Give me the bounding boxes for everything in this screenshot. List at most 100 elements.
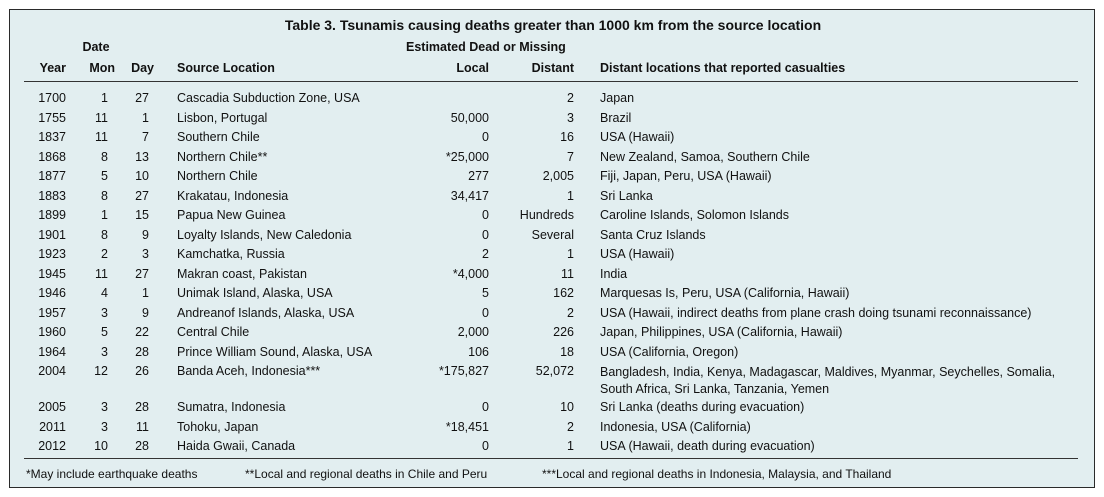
footnote-1: *May include earthquake deaths — [26, 467, 198, 481]
cell-year: 2012 — [38, 439, 66, 453]
cell-locations: India — [600, 266, 628, 281]
cell-day: 26 — [135, 364, 149, 378]
cell-distant: 162 — [553, 286, 574, 300]
table-row: 1960 5 22 Central Chile 2,000 226 Japan, Phili… — [10, 323, 1096, 343]
cell-source: Papua New Guinea — [177, 208, 286, 222]
cell-source: Southern Chile — [177, 130, 260, 144]
cell-locations: USA (California, Oregon) — [600, 344, 739, 359]
cell-distant: 10 — [560, 400, 574, 414]
cell-mon: 8 — [101, 227, 108, 242]
table-row: 2012 10 28 Haida Gwaii, Canada 0 1 USA (Hawaii… — [10, 437, 1096, 457]
cell-locations: Indonesia, USA (California) — [600, 419, 751, 434]
cell-distant: 3 — [567, 110, 574, 125]
cell-mon: 11 — [95, 130, 108, 144]
cell-year: 1700 — [38, 91, 66, 105]
header-mon: Mon — [89, 61, 115, 75]
cell-source: Northern Chile — [177, 169, 258, 183]
cell-year: 1957 — [38, 305, 66, 320]
cell-year: 1945 — [38, 266, 66, 281]
cell-locations: Bangladesh, India, Kenya, Madagascar, Ma… — [600, 365, 1056, 396]
cell-year: 1837 — [38, 130, 66, 144]
cell-source: Unimak Island, Alaska, USA — [177, 286, 333, 300]
cell-day: 10 — [135, 169, 149, 183]
cell-locations: USA (Hawaii) — [600, 247, 675, 261]
cell-locations: USA (Hawaii, indirect deaths from plane … — [600, 305, 1032, 320]
cell-source: Makran coast, Pakistan — [177, 266, 307, 281]
header-local: Local — [456, 61, 489, 75]
cell-local: 106 — [468, 344, 489, 359]
cell-year: 1868 — [38, 149, 66, 164]
cell-locations: USA (Hawaii, death during evacuation) — [600, 439, 815, 453]
cell-day: 11 — [136, 419, 149, 434]
cell-local: 0 — [482, 208, 489, 222]
cell-distant: 1 — [567, 247, 574, 261]
cell-source: Haida Gwaii, Canada — [177, 439, 296, 453]
footer-divider — [24, 458, 1078, 459]
cell-day: 3 — [142, 247, 149, 261]
cell-year: 1901 — [38, 227, 66, 242]
table-row: 1877 5 10 Northern Chile 277 2,005 Fiji, Japan… — [10, 167, 1096, 187]
table-row: 1868 8 13 Northern Chile** *25,000 7 New Zeala… — [10, 148, 1096, 168]
cell-year: 1883 — [38, 188, 66, 203]
cell-day: 15 — [135, 208, 149, 222]
cell-local: 0 — [482, 439, 489, 453]
cell-mon: 1 — [101, 91, 108, 105]
cell-source: Banda Aceh, Indonesia*** — [177, 364, 321, 378]
cell-mon: 12 — [94, 364, 108, 378]
cell-mon: 3 — [101, 305, 108, 320]
cell-source: Lisbon, Portugal — [177, 110, 268, 125]
cell-distant: 1 — [567, 188, 574, 203]
cell-mon: 11 — [95, 266, 108, 281]
cell-distant: 2,005 — [542, 169, 574, 183]
table-row: 1946 4 1 Unimak Island, Alaska, USA 5 162 Marq… — [10, 284, 1096, 304]
footnote-2: **Local and regional deaths in Chile and… — [245, 467, 488, 481]
cell-source: Prince William Sound, Alaska, USA — [177, 344, 373, 359]
cell-year: 1964 — [38, 344, 66, 359]
cell-source: Loyalty Islands, New Caledonia — [177, 227, 352, 242]
cell-source: Central Chile — [177, 325, 250, 339]
cell-local: 5 — [482, 286, 489, 300]
cell-day: 9 — [142, 227, 149, 242]
cell-local: 50,000 — [450, 110, 489, 125]
cell-distant: 2 — [567, 419, 574, 434]
table-row: 2011 3 11 Tohoku, Japan *18,451 2 Indonesia, U… — [10, 418, 1096, 438]
cell-year: 1960 — [38, 325, 66, 339]
header-year: Year — [39, 61, 66, 75]
cell-mon: 1 — [101, 208, 108, 222]
cell-distant: Hundreds — [519, 208, 574, 222]
header-date-group: Date — [82, 40, 110, 54]
table-row: 2004 12 26 Banda Aceh, Indonesia*** *175,827… — [10, 362, 1096, 398]
header-distant: Distant — [531, 61, 574, 75]
cell-locations: USA (Hawaii) — [600, 130, 675, 144]
header-source-location: Source Location — [177, 61, 275, 75]
cell-local: *4,000 — [452, 266, 489, 281]
header-distant-locations: Distant locations that reported casualti… — [600, 61, 846, 75]
cell-mon: 10 — [94, 439, 108, 453]
cell-day: 13 — [135, 149, 149, 164]
cell-local: 2 — [482, 247, 489, 261]
table-row: 1700 1 27 Cascadia Subduction Zone, USA 2 Jap… — [10, 89, 1096, 109]
header-estimated-group: Estimated Dead or Missing — [406, 40, 566, 54]
cell-locations: Sri Lanka — [600, 188, 653, 203]
cell-local: *175,827 — [438, 364, 489, 378]
cell-distant: 226 — [553, 325, 574, 339]
cell-day: 28 — [135, 439, 149, 453]
cell-day: 27 — [135, 91, 149, 105]
cell-local: *18,451 — [445, 419, 489, 434]
cell-mon: 3 — [101, 400, 108, 414]
cell-mon: 3 — [101, 419, 108, 434]
cell-source: Kamchatka, Russia — [177, 247, 285, 261]
cell-day: 7 — [142, 130, 149, 144]
cell-locations: Fiji, Japan, Peru, USA (Hawaii) — [600, 169, 772, 183]
cell-day: 9 — [142, 305, 149, 320]
table-row: 1923 2 3 Kamchatka, Russia 2 1 USA (Hawaii) — [10, 245, 1096, 265]
table-row: 1957 3 9 Andreanof Islands, Alaska, USA 0 2 US… — [10, 304, 1096, 324]
cell-day: 1 — [142, 110, 149, 125]
cell-mon: 8 — [101, 149, 108, 164]
cell-day: 28 — [135, 344, 149, 359]
cell-local: 0 — [482, 227, 489, 242]
cell-locations: Santa Cruz Islands — [600, 227, 706, 242]
cell-locations: Japan, Philippines, USA (California, Haw… — [600, 325, 843, 339]
cell-source: Northern Chile** — [177, 149, 268, 164]
cell-year: 2005 — [38, 400, 66, 414]
